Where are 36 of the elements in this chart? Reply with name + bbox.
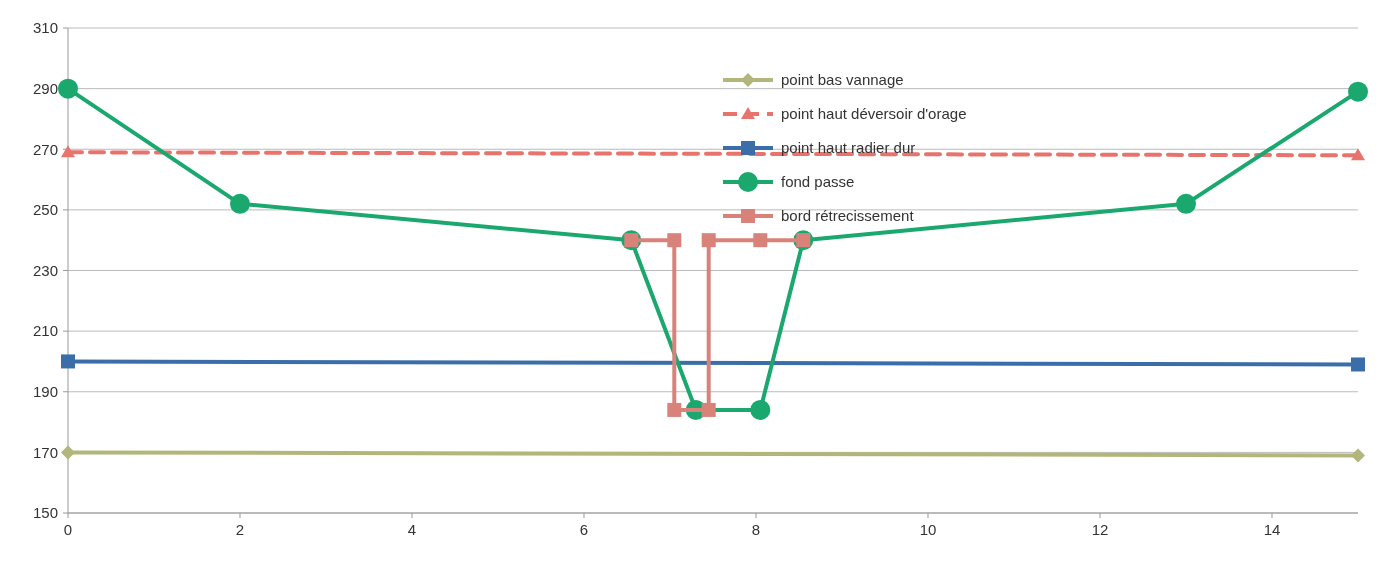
legend-label: fond passe — [781, 173, 855, 191]
y-tick-label: 190 — [32, 383, 58, 400]
y-tick-label: 210 — [32, 322, 58, 340]
legend-label: bord rétrecissement — [781, 207, 915, 225]
legend-label: point haut déversoir d'orage — [781, 105, 967, 123]
y-tick-label: 230 — [32, 261, 58, 279]
point — [1351, 448, 1365, 463]
legend-label: point haut radier dur — [781, 139, 916, 157]
x-tick-label: 14 — [1263, 521, 1281, 538]
point — [1348, 81, 1368, 102]
point — [701, 233, 716, 248]
x-tick-label: 0 — [63, 521, 73, 538]
y-tick-label: 270 — [32, 140, 58, 158]
y-tick-label: 290 — [32, 79, 58, 97]
x-tick-label: 2 — [235, 521, 245, 538]
point — [61, 445, 75, 460]
x-tick-label: 8 — [751, 521, 761, 538]
point — [667, 233, 682, 248]
point — [753, 233, 768, 248]
point — [750, 399, 771, 420]
x-tick-label: 12 — [1091, 521, 1109, 538]
x-tick-label: 4 — [407, 521, 417, 538]
point — [230, 193, 250, 214]
point — [1176, 193, 1196, 214]
point — [701, 402, 716, 417]
point — [58, 78, 78, 99]
point — [61, 354, 75, 369]
x-tick-label: 10 — [919, 521, 937, 538]
legend-label: point bas vannage — [781, 71, 904, 89]
point — [667, 402, 682, 417]
x-tick-label: 6 — [579, 521, 589, 538]
point — [1351, 357, 1365, 372]
y-tick-label: 310 — [32, 19, 58, 37]
y-tick-label: 170 — [32, 443, 58, 461]
y-tick-label: 150 — [32, 504, 58, 522]
y-tick-label: 250 — [32, 201, 58, 219]
